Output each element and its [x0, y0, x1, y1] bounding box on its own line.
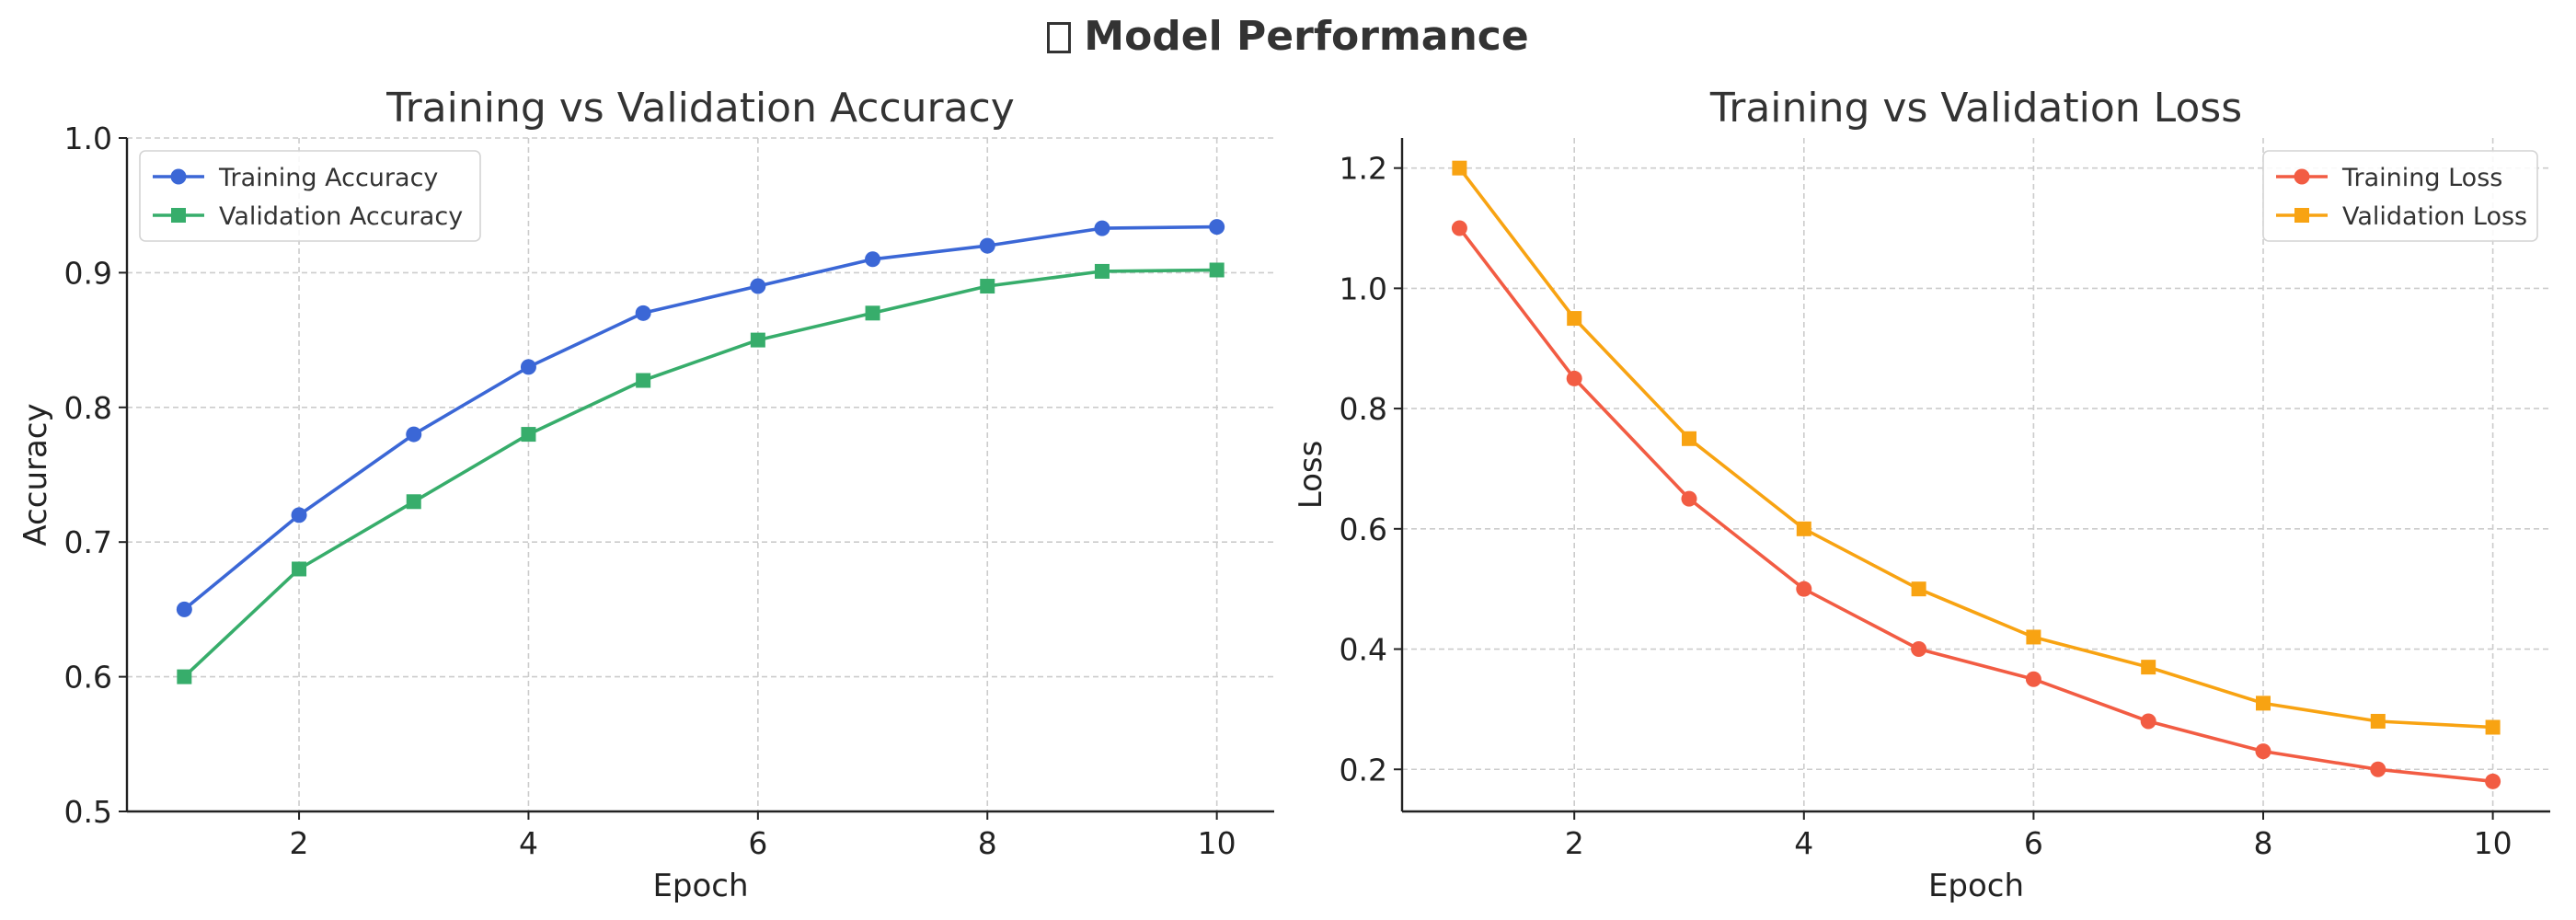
data-point-training-loss	[1566, 370, 1582, 386]
legend-item: Training Loss	[2276, 164, 2502, 192]
x-tick-label: 2	[1565, 825, 1584, 861]
data-point-validation-loss	[2141, 660, 2156, 675]
data-point-training-accuracy	[176, 601, 192, 617]
legend-item: Validation Accuracy	[153, 202, 463, 231]
data-point-validation-loss	[1567, 311, 1582, 327]
data-point-validation-accuracy	[406, 494, 421, 510]
data-point-validation-loss	[1911, 581, 1926, 597]
data-point-training-accuracy	[750, 278, 766, 294]
y-tick-label: 0.9	[64, 255, 112, 291]
data-point-training-accuracy	[865, 251, 881, 268]
data-point-training-loss	[2025, 671, 2041, 687]
x-tick-label: 4	[1794, 825, 1813, 861]
data-point-training-loss	[1796, 581, 1812, 597]
series-line-validation-loss	[1457, 167, 2493, 730]
legend-label: Validation Accuracy	[219, 202, 463, 231]
data-point-training-accuracy	[635, 305, 651, 321]
data-point-training-loss	[2255, 743, 2271, 760]
data-point-training-loss	[2485, 773, 2501, 789]
x-tick-label: 4	[519, 825, 538, 861]
legend-box	[2262, 150, 2538, 242]
chart-icon	[1047, 22, 1072, 53]
data-point-training-loss	[1911, 641, 1927, 658]
x-tick-label: 10	[2474, 825, 2513, 861]
y-tick-label: 0.5	[64, 794, 112, 830]
data-point-validation-loss	[2370, 713, 2386, 729]
data-point-validation-loss	[2256, 696, 2271, 711]
legend-box	[139, 150, 481, 242]
y-tick-label: 0.2	[1340, 752, 1387, 788]
data-point-training-accuracy	[406, 426, 422, 443]
x-tick-label: 10	[1198, 825, 1236, 861]
legend-label: Training Accuracy	[218, 164, 438, 192]
data-point-training-loss	[1681, 490, 1697, 507]
loss-chart: Training vs Validation Loss 2 4 6 8 10 0.2 0.4 0…	[1293, 85, 2550, 904]
legend-item: Validation Loss	[2276, 202, 2527, 231]
data-point-training-accuracy	[1209, 219, 1225, 236]
data-point-validation-accuracy	[521, 427, 536, 443]
data-point-validation-loss	[2026, 629, 2041, 645]
y-tick-label: 1.0	[1340, 270, 1387, 306]
data-point-training-loss	[1451, 220, 1467, 236]
data-point-training-accuracy	[1094, 220, 1110, 236]
data-point-validation-accuracy	[980, 279, 995, 294]
series-line-training-accuracy	[183, 224, 1217, 611]
y-tick-label: 1.0	[64, 121, 112, 156]
x-tick-label: 6	[748, 825, 767, 861]
legend-swatch-marker	[170, 168, 187, 185]
y-tick-label: 0.7	[64, 524, 112, 560]
data-point-training-accuracy	[520, 359, 536, 375]
x-axis-label: Epoch	[1928, 868, 2024, 904]
data-point-training-accuracy	[979, 237, 995, 254]
figure-title-text: Model Performance	[1084, 13, 1529, 60]
legend-swatch-marker	[171, 208, 186, 223]
data-point-validation-accuracy	[177, 669, 192, 684]
x-tick-label: 8	[2254, 825, 2273, 861]
series-line-training-loss	[1457, 226, 2493, 784]
series-line-validation-accuracy	[183, 268, 1217, 678]
accuracy-chart: Training vs Validation Accuracy 2 4 6 8 10 0.5…	[17, 85, 1274, 904]
legend-label: Validation Loss	[2342, 202, 2527, 231]
legend-item: Training Accuracy	[153, 164, 438, 192]
data-point-training-loss	[2140, 713, 2156, 730]
chart-title: Training vs Validation Loss	[1709, 85, 2242, 132]
y-tick-label: 0.8	[64, 390, 112, 426]
y-tick-label: 0.6	[1340, 512, 1387, 547]
y-tick-label: 1.2	[1340, 151, 1387, 187]
data-point-training-loss	[2370, 761, 2386, 777]
legend-label: Training Loss	[2341, 164, 2502, 192]
x-tick-label: 8	[978, 825, 997, 861]
x-axis-label: Epoch	[652, 868, 748, 904]
chart-title: Training vs Validation Accuracy	[385, 85, 1015, 132]
data-point-validation-accuracy	[1094, 263, 1110, 279]
data-point-validation-loss	[2485, 719, 2501, 735]
legend: Training Loss Validation Loss	[2262, 150, 2538, 242]
x-tick-label: 2	[290, 825, 309, 861]
data-point-validation-loss	[1682, 431, 1696, 446]
y-tick-label: 0.4	[1340, 632, 1387, 668]
figure-title: Model Performance	[0, 7, 2576, 66]
data-point-validation-loss	[1452, 160, 1467, 176]
legend-swatch-marker	[2294, 208, 2309, 223]
x-tick-label: 6	[2024, 825, 2043, 861]
data-point-validation-accuracy	[292, 561, 307, 577]
legend-swatch-marker	[2294, 168, 2310, 185]
data-point-validation-accuracy	[1209, 262, 1225, 278]
legend: Training Accuracy Validation Accuracy	[139, 150, 481, 242]
data-point-validation-loss	[1796, 521, 1811, 536]
data-point-validation-accuracy	[865, 305, 880, 321]
y-axis-label: Accuracy	[17, 403, 54, 546]
y-tick-label: 0.8	[1340, 391, 1387, 427]
y-axis-label: Loss	[1293, 441, 1329, 510]
y-tick-label: 0.6	[64, 660, 112, 696]
data-point-validation-accuracy	[636, 373, 651, 388]
data-point-validation-accuracy	[750, 332, 765, 348]
data-point-training-accuracy	[291, 507, 307, 523]
